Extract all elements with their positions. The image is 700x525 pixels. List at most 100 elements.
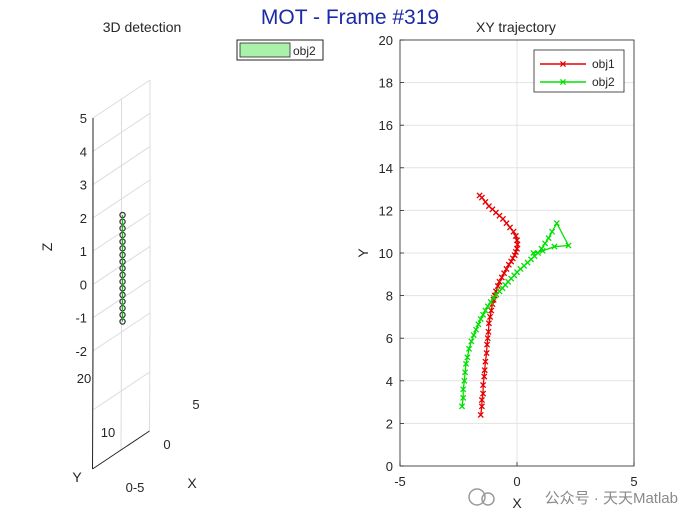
chart-3d-y-tick-label: 20: [77, 371, 91, 386]
chart-3d-z-tick-label: -2: [75, 344, 87, 359]
chart-xy-point-obj2: [551, 243, 558, 250]
chart-3d-z-tick-label: 0: [80, 277, 87, 292]
chart-xy-ylabel: Y: [355, 248, 371, 258]
chart-3d-ylabel: Y: [72, 469, 82, 485]
chart-xy-point-obj1: [512, 232, 519, 240]
chart-xy-point-obj1: [484, 335, 491, 342]
chart-xy-y-tick-label: 18: [379, 76, 393, 91]
chart-xy-point-obj1: [485, 320, 492, 327]
chart-xy-point-obj2: [565, 242, 572, 249]
chart-xy-point-obj2: [472, 326, 480, 333]
chart-xy-xlabel: X: [512, 495, 522, 511]
chart-xy-point-obj1: [485, 328, 492, 335]
chart-xy-legend-marker-obj1: [559, 60, 567, 68]
chart-xy-point-obj2: [539, 247, 546, 254]
chart-xy-point-obj2: [553, 220, 560, 227]
chart-xy-point-obj2: [461, 377, 468, 384]
chart-3d-legend: obj2: [236, 39, 324, 61]
chart-3d-gridline: [92, 371, 151, 411]
chart-xy-point-obj1: [494, 282, 501, 290]
chart-xy-series-obj2: [458, 220, 572, 410]
chart-3d-z-tick-label: 5: [80, 111, 87, 126]
chart-xy-point-obj1: [503, 265, 510, 273]
chart-3d-detection: 3D detection -2 -1 0 1 2 3 4 5 10 20 0-5 0 5 Z Y X o…: [39, 19, 324, 495]
chart-xy-point-obj1: [496, 278, 503, 285]
chart-3d-legend-label: obj2: [293, 44, 316, 58]
chart-xy-y-tick-label: 0: [386, 459, 393, 474]
chart-xy-series-obj1: [476, 192, 521, 418]
chart-xy-point-obj1: [509, 255, 516, 262]
chart-xy-y-tick-label: 6: [386, 331, 393, 346]
chart-xy-point-obj2: [530, 249, 537, 257]
chart-xy-point-obj2: [462, 360, 470, 367]
chart-xy-point-obj2: [477, 315, 484, 323]
chart-xy-point-obj1: [483, 341, 491, 348]
watermark-text: 公众号 · 天天Matlab: [545, 490, 678, 507]
chart-xy-legend: obj1 obj2: [533, 49, 625, 93]
chart-xy-point-obj2: [464, 354, 471, 361]
chart-xy-y-tick-label: 4: [386, 374, 393, 389]
chart-3d-y-axis: [92, 350, 94, 470]
chart-3d-box: [92, 79, 151, 470]
chart-xy-point-obj1: [478, 403, 485, 410]
chart-3d-z-tick-label: 1: [80, 244, 87, 259]
chart-xy-legend-marker-obj2: [559, 78, 567, 86]
chart-3d-x-tick-label: 0: [163, 437, 170, 452]
chart-xy-point-obj1: [513, 237, 521, 244]
chart-xy-point-obj2: [475, 321, 482, 328]
chart-3d-x-axis: [92, 430, 150, 470]
chart-xy-point-obj2: [458, 403, 466, 410]
chart-xy-y-tick-label: 20: [379, 33, 393, 48]
chart-xy-point-obj1: [478, 396, 485, 404]
chart-xy-point-obj1: [498, 274, 505, 281]
chart-3d-legend-swatch: [239, 42, 291, 58]
chart-xy-point-obj2: [484, 303, 491, 310]
chart-3d-ticks: -2 -1 0 1 2 3 4 5 10 20 0-5 0 5: [75, 111, 199, 495]
chart-3d-z-tick-label: 3: [80, 178, 87, 193]
chart-xy-point-obj2: [465, 345, 473, 352]
chart-3d-y-tick-label: 10: [101, 425, 115, 440]
chart-xy-point-obj1: [480, 390, 487, 397]
chart-3d-xlabel: X: [187, 475, 197, 491]
chart-3d-z-tick-label: 2: [80, 211, 87, 226]
chart-xy-point-obj2: [460, 386, 467, 393]
chart-xy-point-obj1: [481, 367, 488, 374]
chart-xy-y-tick-label: 2: [386, 416, 393, 431]
chart-xy-legend-box: [533, 49, 625, 93]
chart-3d-x-tick-label: 5: [192, 397, 199, 412]
chart-xy-point-obj2: [545, 235, 552, 242]
chart-xy-point-obj1: [508, 258, 515, 265]
chart-xy-point-obj1: [477, 411, 484, 418]
chart-xy-y-tick-label: 8: [386, 289, 393, 304]
chart-xy-x-tick-label: 5: [630, 474, 637, 489]
chart-xy-x-tick-label: 0: [513, 474, 520, 489]
chart-xy-legend-label-obj2: obj2: [592, 75, 615, 89]
chart-xy-point-obj2: [461, 369, 469, 376]
chart-xy-point-obj1: [487, 313, 494, 320]
chart-3d-zlabel: Z: [39, 242, 55, 251]
chart-xy-y-tick-label: 10: [379, 246, 393, 261]
chart-xy-series: [458, 192, 572, 418]
chart-xy-legend-label-obj1: obj1: [592, 57, 615, 71]
chart-xy-point-obj2: [482, 307, 489, 314]
chart-3d-title: 3D detection: [103, 19, 182, 35]
chart-xy-point-obj2: [487, 298, 494, 306]
chart-xy-point-obj2: [549, 228, 556, 235]
chart-xy-point-obj2: [480, 311, 487, 318]
chart-3d-z-tick-label: 4: [80, 144, 87, 159]
chart-xy-point-obj1: [482, 358, 489, 365]
chart-xy-point-obj2: [460, 394, 467, 401]
watermark-icon: [468, 488, 495, 506]
chart-xy-point-obj2: [470, 331, 477, 339]
chart-xy-point-obj1: [483, 350, 490, 357]
chart-3d-z-tick-label: -1: [75, 311, 87, 326]
chart-xy-point-obj2: [468, 338, 475, 345]
chart-xy-point-obj1: [476, 192, 483, 199]
figure-main-title: MOT - Frame #319: [261, 6, 439, 29]
chart-xy-point-obj2: [542, 240, 549, 247]
chart-xy-y-tick-label: 12: [379, 203, 393, 218]
chart-xy-point-obj1: [480, 382, 487, 389]
